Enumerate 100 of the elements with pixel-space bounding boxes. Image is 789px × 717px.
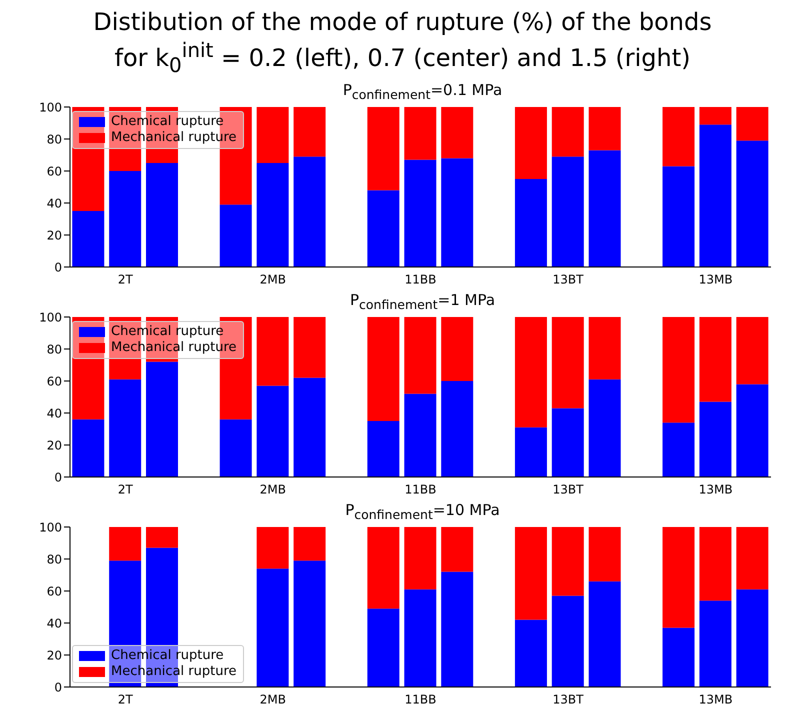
bar bbox=[441, 380, 474, 477]
x-tick-label: 2T bbox=[118, 482, 134, 496]
legend-label: Chemical rupture bbox=[111, 648, 224, 664]
bar bbox=[367, 316, 400, 421]
bar bbox=[294, 560, 326, 687]
bar bbox=[109, 379, 142, 477]
y-tick-label: 20 bbox=[46, 648, 62, 662]
x-tick-label: 13BT bbox=[552, 692, 584, 706]
bar bbox=[404, 160, 436, 267]
bar bbox=[220, 204, 252, 267]
bar bbox=[367, 420, 400, 477]
bar bbox=[736, 384, 768, 477]
bar bbox=[662, 526, 695, 628]
bar bbox=[514, 427, 547, 477]
chart-title: P$_{confinement}$=10 MPa bbox=[344, 500, 501, 522]
bar bbox=[552, 526, 584, 596]
legend-label: Mechanical rupture bbox=[111, 130, 237, 146]
y-tick-label: 20 bbox=[46, 438, 62, 452]
x-tick-label: 2T bbox=[118, 272, 134, 286]
bar bbox=[662, 316, 695, 422]
y-tick-label: 0 bbox=[54, 470, 62, 484]
bar bbox=[220, 419, 252, 477]
chart-title: Distibution of the mode of rupture (%) of the bonds for k$_{0}$$^{init}$ = 0.2 (left), 0.7 (center) and 1.5 (right) bbox=[92, 8, 713, 79]
chart-subtitle: P$_{confinement}$=0.1 MPa bbox=[342, 80, 504, 102]
bar bbox=[441, 158, 474, 267]
bar bbox=[256, 526, 289, 568]
bar bbox=[699, 600, 732, 687]
x-tick-label: 13BT bbox=[552, 272, 584, 286]
bar bbox=[256, 162, 289, 267]
y-tick-label: 20 bbox=[46, 228, 62, 242]
y-tick-label: 40 bbox=[46, 406, 62, 420]
bar bbox=[441, 572, 474, 687]
legend-label: Chemical rupture bbox=[111, 114, 224, 130]
bar bbox=[256, 568, 289, 687]
bar bbox=[736, 589, 768, 687]
bar bbox=[514, 526, 547, 620]
legend-label: Mechanical rupture bbox=[111, 340, 237, 356]
bar bbox=[146, 526, 178, 548]
bar bbox=[404, 106, 436, 160]
chart-title: P$_{confinement}$=1 MPa bbox=[348, 290, 496, 312]
bar bbox=[109, 526, 142, 560]
bar bbox=[588, 106, 621, 150]
bar bbox=[367, 106, 400, 190]
bar bbox=[146, 162, 178, 267]
bar bbox=[441, 106, 474, 158]
bar bbox=[552, 106, 584, 156]
bar bbox=[552, 316, 584, 408]
bar bbox=[404, 589, 436, 687]
bar bbox=[367, 608, 400, 687]
bar bbox=[588, 526, 621, 582]
bar bbox=[441, 316, 474, 381]
x-tick-label: 2MB bbox=[260, 272, 286, 286]
y-tick-label: 40 bbox=[46, 196, 62, 210]
y-tick-label: 60 bbox=[46, 164, 62, 178]
bar bbox=[699, 526, 732, 600]
bar bbox=[404, 526, 436, 590]
bar bbox=[294, 378, 326, 477]
x-tick-label: 11BB bbox=[404, 692, 436, 706]
y-tick-label: 60 bbox=[46, 374, 62, 388]
bar bbox=[294, 156, 326, 267]
x-tick-label: 2T bbox=[118, 692, 134, 706]
bar bbox=[109, 170, 142, 267]
y-tick-label: 80 bbox=[46, 132, 62, 146]
bar bbox=[514, 316, 547, 428]
bar bbox=[736, 140, 768, 267]
y-tick-label: 100 bbox=[39, 310, 62, 324]
y-tick-label: 0 bbox=[54, 260, 62, 274]
bar bbox=[367, 190, 400, 267]
bar bbox=[588, 581, 621, 687]
x-tick-label: 13MB bbox=[698, 692, 733, 706]
x-tick-label: 11BB bbox=[404, 482, 436, 496]
bar bbox=[662, 106, 695, 166]
bar bbox=[662, 422, 695, 477]
bar bbox=[736, 316, 768, 384]
bar bbox=[514, 620, 547, 687]
bar bbox=[699, 124, 732, 267]
y-tick-label: 100 bbox=[39, 520, 62, 534]
legend-label: Chemical rupture bbox=[111, 324, 224, 340]
bar bbox=[736, 526, 768, 590]
bar bbox=[514, 106, 547, 179]
x-tick-label: 11BB bbox=[404, 272, 436, 286]
bar bbox=[699, 316, 732, 402]
bar bbox=[699, 106, 732, 124]
bar bbox=[404, 394, 436, 477]
bar bbox=[441, 526, 474, 572]
bar bbox=[552, 156, 584, 267]
bar bbox=[588, 150, 621, 267]
bar bbox=[256, 316, 289, 386]
x-tick-label: 13MB bbox=[698, 272, 733, 286]
x-tick-label: 2MB bbox=[260, 692, 286, 706]
y-tick-label: 60 bbox=[46, 584, 62, 598]
bar bbox=[146, 362, 178, 477]
bar bbox=[256, 106, 289, 163]
bar bbox=[294, 316, 326, 378]
bar bbox=[552, 408, 584, 477]
bar bbox=[588, 316, 621, 380]
y-tick-label: 40 bbox=[46, 616, 62, 630]
y-tick-label: 100 bbox=[39, 100, 62, 114]
y-tick-label: 80 bbox=[46, 552, 62, 566]
x-tick-label: 13MB bbox=[698, 482, 733, 496]
